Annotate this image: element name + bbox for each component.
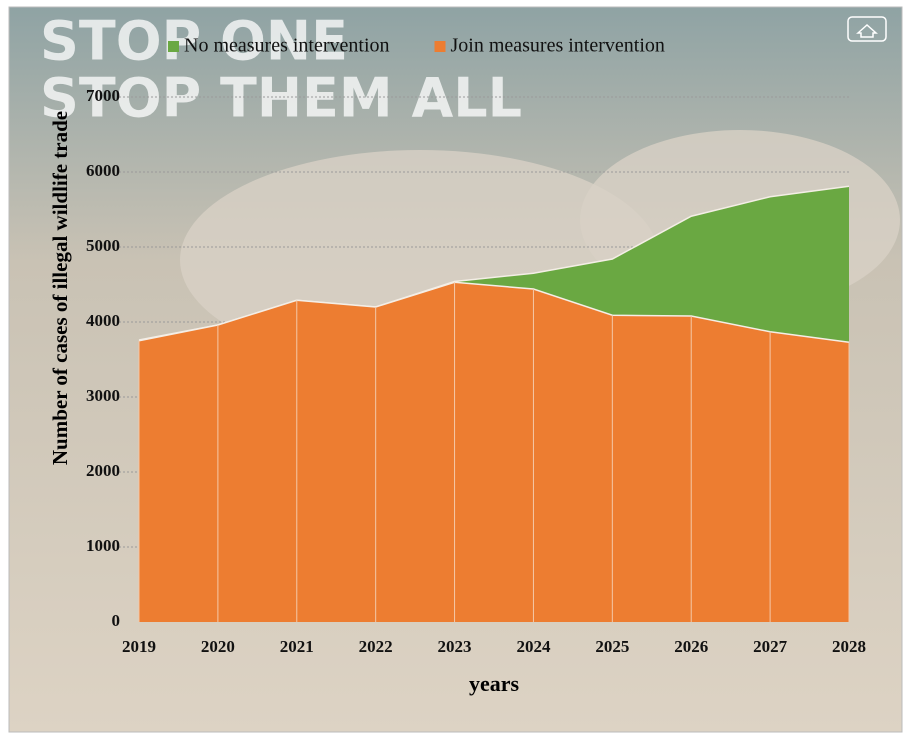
x-tick-label: 2021 bbox=[280, 637, 314, 656]
legend-label: Join measures intervention bbox=[451, 35, 665, 57]
y-axis-title: Number of cases of illegal wildlife trad… bbox=[48, 111, 72, 465]
x-tick-label: 2020 bbox=[201, 637, 235, 656]
legend-label: No measures intervention bbox=[184, 35, 390, 57]
y-tick-label: 3000 bbox=[86, 386, 120, 405]
y-tick-label: 5000 bbox=[86, 236, 120, 255]
y-tick-label: 0 bbox=[112, 611, 121, 630]
x-tick-label: 2022 bbox=[359, 637, 393, 656]
x-tick-label: 2019 bbox=[122, 637, 156, 656]
x-tick-label: 2026 bbox=[674, 637, 708, 656]
area bbox=[139, 282, 849, 622]
area-outline bbox=[138, 281, 850, 343]
y-tick-label: 4000 bbox=[86, 311, 120, 330]
y-tick-label: 7000 bbox=[86, 86, 120, 105]
x-tick-label: 2027 bbox=[753, 637, 788, 656]
legend-swatch bbox=[434, 41, 446, 52]
y-tick-label: 2000 bbox=[86, 461, 120, 480]
x-tick-label: 2023 bbox=[438, 637, 472, 656]
x-tick-label: 2028 bbox=[832, 637, 866, 656]
x-tick-label: 2025 bbox=[595, 637, 629, 656]
background-text: STOP ONE bbox=[40, 10, 348, 73]
background-text: STOP THEM ALL bbox=[40, 67, 522, 130]
home-icon[interactable] bbox=[847, 16, 887, 42]
legend-swatch bbox=[168, 41, 179, 52]
x-tick-label: 2024 bbox=[516, 637, 551, 656]
x-axis-title: years bbox=[469, 671, 520, 696]
y-tick-label: 1000 bbox=[86, 536, 120, 555]
y-tick-label: 6000 bbox=[86, 161, 120, 180]
